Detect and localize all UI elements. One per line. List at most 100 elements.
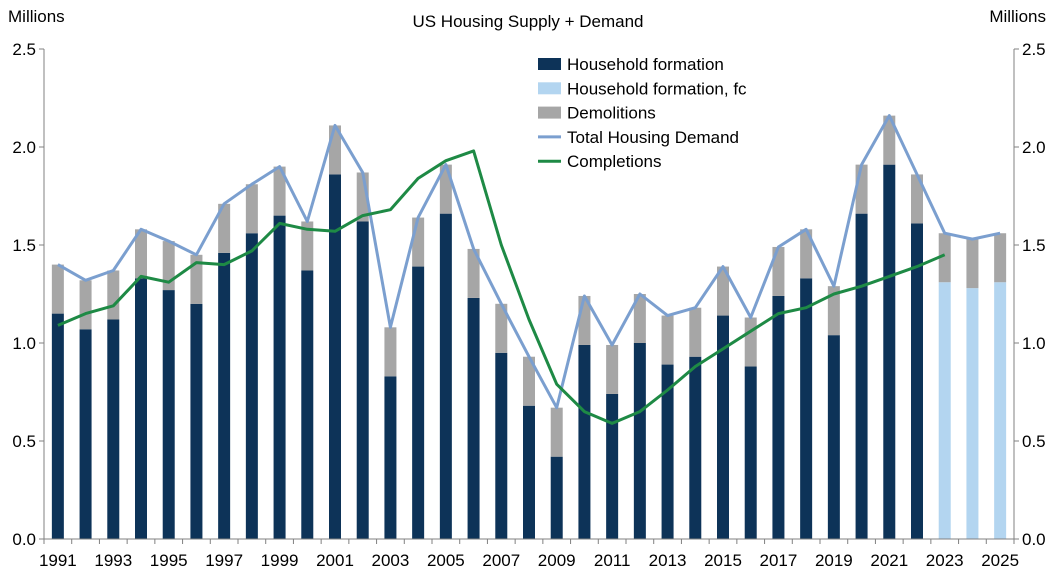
bar-household-formation <box>412 266 425 539</box>
y-tick-label-left: 2.0 <box>12 138 36 157</box>
legend-swatch <box>538 106 561 119</box>
y-axis-right-label: Millions <box>989 7 1046 26</box>
bar-household-formation <box>772 295 785 539</box>
x-tick-label: 2011 <box>594 551 631 570</box>
bar-household-formation <box>550 456 563 539</box>
y-tick-label-right: 1.5 <box>1022 236 1046 255</box>
bar-household-formation-fc <box>938 282 951 539</box>
line-total-housing-demand <box>57 114 1001 410</box>
bar-demolitions <box>495 303 508 353</box>
x-tick-label: 2015 <box>704 551 742 570</box>
bar-household-formation <box>301 270 314 539</box>
bar-household-formation <box>689 356 702 539</box>
bar-demolitions <box>162 241 175 291</box>
bar-demolitions <box>51 264 64 314</box>
bar-demolitions <box>938 233 951 283</box>
lines-layer <box>57 114 1001 425</box>
bar-demolitions <box>467 248 480 298</box>
axes-layer: 0.0 0.0 0.5 0.5 1.0 1.0 1.5 1.5 2.0 2.0 2.5 2.5 1991… <box>12 40 1045 570</box>
bar-household-formation <box>135 278 147 539</box>
bar-demolitions <box>661 315 674 365</box>
x-tick-label: 2005 <box>427 551 465 570</box>
x-tick-label: 2021 <box>870 551 908 570</box>
bars-layer <box>51 115 1007 540</box>
y-tick-label-left: 1.0 <box>12 334 36 353</box>
bar-demolitions <box>412 217 425 267</box>
bar-demolitions <box>883 115 896 165</box>
bar-household-formation <box>79 329 92 539</box>
bar-demolitions <box>245 184 258 234</box>
bar-household-formation <box>578 344 591 539</box>
bar-household-formation <box>384 376 397 539</box>
bar-household-formation <box>329 174 341 539</box>
bar-demolitions <box>966 239 979 289</box>
bar-household-formation <box>800 278 813 539</box>
bar-demolitions <box>717 266 729 316</box>
x-tick-label: 1999 <box>261 551 299 570</box>
bar-demolitions <box>550 407 563 457</box>
bar-household-formation <box>162 290 175 539</box>
x-tick-label: 2009 <box>538 551 576 570</box>
legend-swatch <box>538 82 561 95</box>
y-tick-label-right: 0.5 <box>1022 432 1046 451</box>
x-tick-label: 1991 <box>39 551 77 570</box>
x-tick-label: 2001 <box>316 551 354 570</box>
bar-demolitions <box>633 294 646 343</box>
x-tick-label: 2023 <box>926 551 964 570</box>
bar-household-formation <box>467 297 480 539</box>
legend-label: Demolitions <box>567 104 656 123</box>
bar-demolitions <box>911 174 923 224</box>
bar-household-formation <box>356 221 369 540</box>
bar-demolitions <box>79 280 92 330</box>
bar-household-formation <box>717 315 729 539</box>
y-tick-label-left: 0.0 <box>12 530 36 549</box>
legend-swatch <box>538 58 561 70</box>
bar-demolitions <box>744 317 757 367</box>
bar-demolitions <box>827 286 840 336</box>
bar-demolitions <box>800 229 813 279</box>
legend-label: Household formation <box>567 55 724 74</box>
bar-household-formation <box>439 213 452 539</box>
x-tick-label: 1995 <box>150 551 188 570</box>
bar-household-formation <box>827 335 840 539</box>
y-tick-label-left: 1.5 <box>12 236 36 255</box>
bar-demolitions <box>772 246 785 296</box>
bar-household-formation <box>855 213 868 539</box>
y-tick-label-left: 0.5 <box>12 432 36 451</box>
y-tick-label-right: 2.0 <box>1022 138 1046 157</box>
bar-demolitions <box>523 356 535 406</box>
bar-household-formation <box>661 364 674 539</box>
legend-label: Household formation, fc <box>567 79 747 98</box>
bar-demolitions <box>301 221 314 271</box>
bar-household-formation-fc <box>994 282 1007 539</box>
x-tick-label: 2007 <box>482 551 520 570</box>
bar-household-formation <box>273 215 286 539</box>
bar-household-formation <box>245 233 258 540</box>
bar-household-formation <box>633 343 646 539</box>
bar-household-formation <box>190 303 203 539</box>
bar-demolitions <box>218 203 231 253</box>
legend-label: Total Housing Demand <box>567 128 739 147</box>
bar-demolitions <box>135 229 147 279</box>
y-tick-label-right: 0.0 <box>1022 530 1046 549</box>
bar-household-formation <box>744 366 757 539</box>
bar-household-formation <box>107 319 120 539</box>
chart-title: US Housing Supply + Demand <box>412 12 643 31</box>
bar-household-formation <box>218 252 231 539</box>
y-tick-label-left: 2.5 <box>12 40 36 59</box>
bar-household-formation <box>495 352 508 539</box>
x-tick-label: 1997 <box>205 551 243 570</box>
bar-demolitions <box>689 307 702 357</box>
bar-household-formation <box>523 405 535 539</box>
legend-label: Completions <box>567 152 662 171</box>
y-axis-left-label: Millions <box>8 7 65 26</box>
x-tick-label: 2003 <box>372 551 410 570</box>
bar-demolitions <box>606 344 619 394</box>
bar-demolitions <box>273 166 286 216</box>
x-tick-label: 2019 <box>815 551 853 570</box>
x-tick-label: 2013 <box>649 551 687 570</box>
bar-demolitions <box>994 233 1007 283</box>
bar-household-formation <box>911 223 923 539</box>
